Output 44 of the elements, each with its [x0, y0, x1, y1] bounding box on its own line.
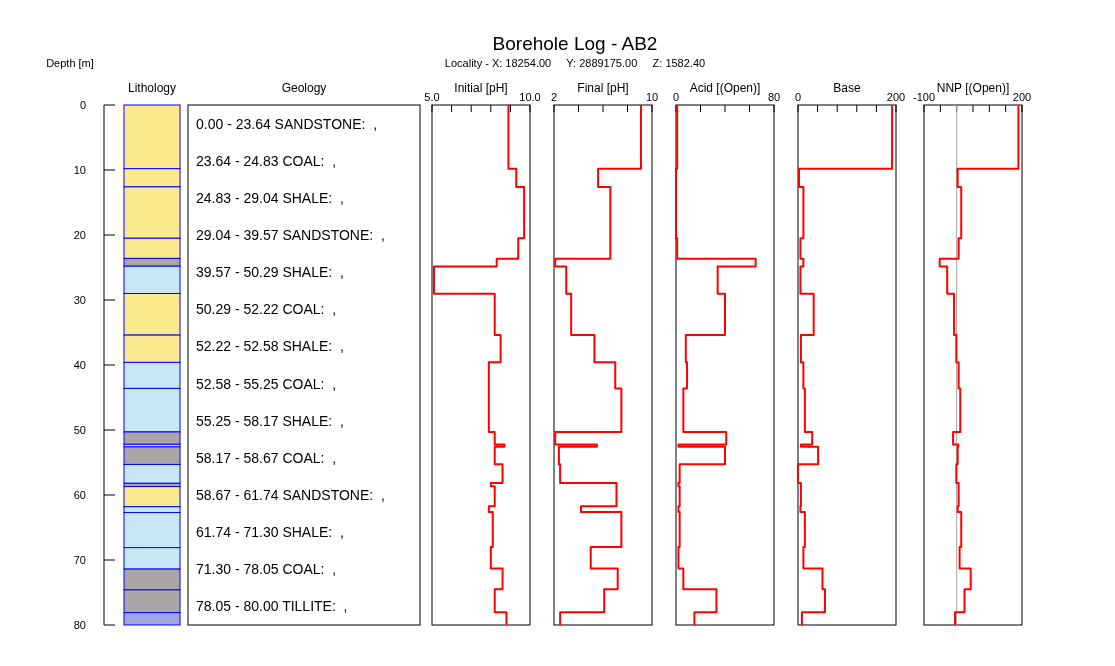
x-axis-title: Base — [833, 81, 861, 95]
bar — [123, 486, 181, 508]
text: 52.22 - 52.58 SHALE: , — [196, 338, 344, 355]
y-tick-label: 40 — [73, 359, 86, 371]
y-tick-label: 30 — [73, 294, 86, 306]
x-axis-title: Final [pH] — [577, 81, 629, 95]
y-axis-title: Depth [m] — [46, 57, 94, 69]
text: 52.58 - 55.25 COAL: , — [196, 375, 337, 392]
x-tick-label: 80 — [767, 91, 781, 103]
x-tick-label: 0 — [794, 91, 802, 103]
x-axis-title: NNP [(Open)] — [936, 81, 1010, 95]
text: 0.00 - 23.64 SANDSTONE: , — [196, 115, 378, 132]
x-axis-title: Lithology — [127, 81, 177, 95]
x-tick-label: 2 — [550, 91, 558, 103]
text: 58.17 - 58.67 COAL: , — [196, 449, 337, 466]
chart-title: Borehole Log - AB2 — [492, 33, 658, 54]
y-tick-label: 10 — [73, 164, 86, 176]
text: 58.67 - 61.74 SANDSTONE: , — [196, 487, 385, 503]
text: 61.74 - 71.30 SHALE: , — [196, 524, 344, 541]
x-tick-label: 200 — [886, 91, 906, 103]
x-tick-label: 10 — [645, 91, 659, 103]
y-tick-label: 50 — [73, 424, 86, 436]
y-tick-label: 80 — [73, 619, 86, 631]
x-tick-label: 5.0 — [424, 91, 440, 103]
y-tick-label: 70 — [73, 554, 86, 566]
text: 50.29 - 52.22 COAL: , — [196, 301, 337, 318]
text: 39.57 - 50.29 SHALE: , — [196, 264, 344, 281]
text: 55.25 - 58.17 SHALE: , — [196, 412, 344, 429]
x-tick-label: 200 — [1012, 91, 1032, 103]
x-tick-label: 10.0 — [519, 91, 541, 103]
text: 29.04 - 39.57 SANDSTONE: , — [196, 227, 385, 243]
text: Geology — [281, 81, 327, 95]
x-tick-label: -100 — [912, 91, 936, 103]
x-tick-label: 0 — [672, 91, 680, 103]
text: 78.05 - 80.00 TILLITE: , — [196, 598, 348, 615]
text: 23.64 - 24.83 COAL: , — [196, 152, 337, 169]
x-axis-title: Initial [pH] — [454, 81, 508, 95]
y-tick-label: 60 — [73, 489, 86, 501]
text: 24.83 - 29.04 SHALE: , — [196, 189, 344, 206]
y-tick-label: 0 — [79, 99, 86, 111]
x-axis-title: Acid [(Open)] — [689, 81, 761, 95]
chart-subtitle: Locality - X: 18254.00 Y: 2889175.00 Z: 1582.40 — [444, 57, 706, 69]
y-tick-label: 20 — [73, 229, 86, 241]
text: 71.30 - 78.05 COAL: , — [196, 561, 337, 578]
